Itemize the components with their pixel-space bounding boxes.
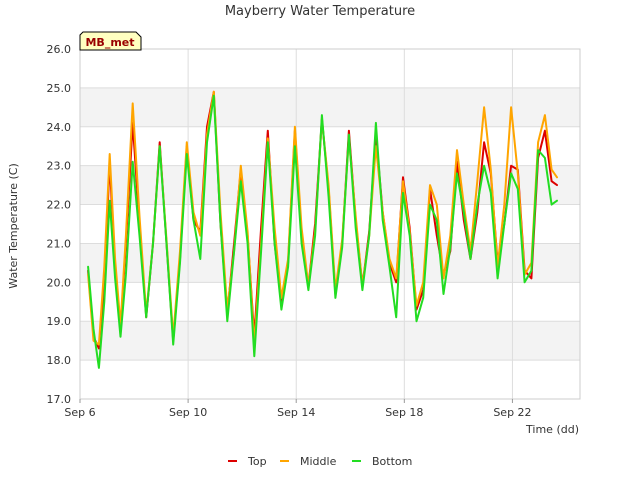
- y-tick-label: 19.0: [47, 315, 72, 328]
- x-tick-label: Sep 22: [493, 406, 531, 419]
- station-label-box: MB_met: [79, 31, 142, 51]
- legend: Top Middle Bottom: [228, 455, 412, 468]
- y-tick-label: 24.0: [47, 121, 72, 134]
- x-axis-label: Time (dd): [525, 423, 579, 436]
- x-tick-label: Sep 14: [277, 406, 315, 419]
- series-line-bottom: [87, 94, 558, 369]
- plot-band: [80, 87, 580, 127]
- series-lines: [87, 90, 558, 369]
- y-axis-label: Water Temperature (C): [7, 163, 20, 288]
- y-tick-label: 18.0: [47, 354, 72, 367]
- y-tick-label: 21.0: [47, 237, 72, 250]
- y-tick-label: 17.0: [47, 393, 72, 406]
- legend-label-bottom: Bottom: [372, 455, 412, 468]
- chart-title: Mayberry Water Temperature: [225, 4, 415, 19]
- y-tick-label: 23.0: [47, 160, 72, 173]
- station-label-shape: [79, 31, 142, 51]
- y-tick-label: 26.0: [47, 43, 72, 56]
- x-tick-label: Sep 10: [169, 406, 207, 419]
- y-axis-ticks: 17.0 18.0 19.0 20.0 21.0 22.0 23.0 24.0 25.0 26.0: [47, 43, 72, 406]
- x-tick-label: Sep 18: [385, 406, 423, 419]
- station-label-text: MB_met: [85, 36, 134, 49]
- y-tick-label: 20.0: [47, 276, 72, 289]
- x-tick-label: Sep 6: [64, 406, 95, 419]
- legend-label-top: Top: [247, 455, 267, 468]
- plot-band: [80, 321, 580, 361]
- y-tick-label: 25.0: [47, 82, 72, 95]
- plot-band: [80, 243, 580, 283]
- plot-frame: [79, 48, 581, 400]
- legend-label-middle: Middle: [300, 455, 337, 468]
- x-axis-ticks: Sep 6 Sep 10 Sep 14 Sep 18 Sep 22: [64, 399, 532, 419]
- y-tick-label: 22.0: [47, 199, 72, 212]
